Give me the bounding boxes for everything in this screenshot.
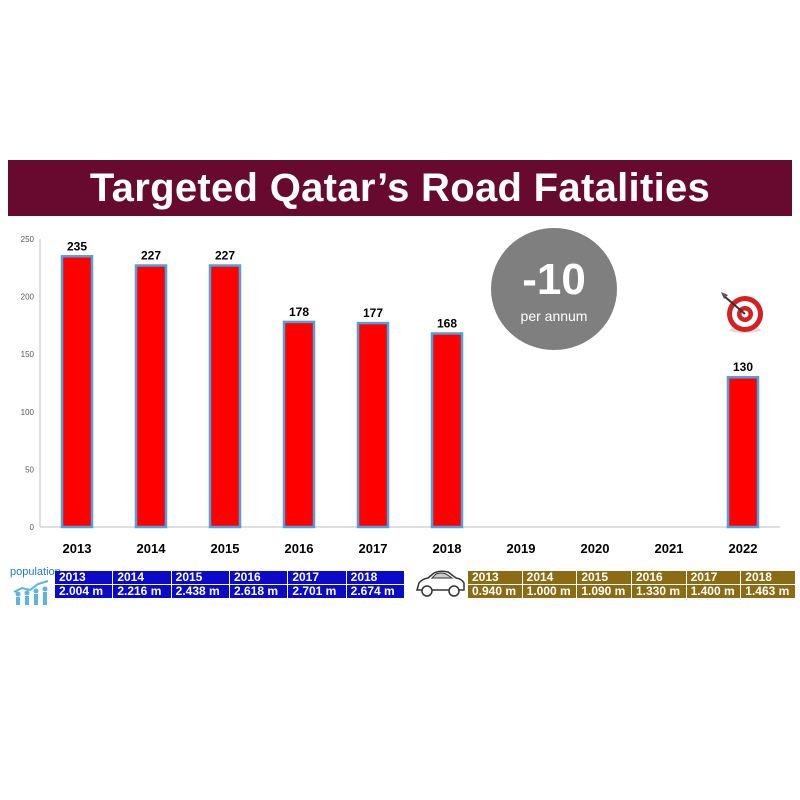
population-value: 2.216 m <box>113 585 172 598</box>
vehicles-year: 2015 <box>577 571 632 585</box>
vehicles-value: 1.463 m <box>741 585 796 598</box>
population-value: 2.004 m <box>55 585 114 598</box>
title-banner: Targeted Qatar’s Road Fatalities <box>8 160 792 216</box>
y-tick-label: 100 <box>21 408 35 417</box>
bar-2014 <box>134 264 168 529</box>
data-label-2022: 130 <box>733 360 753 374</box>
x-tick-label: 2016 <box>285 541 314 556</box>
population-growth-icon <box>13 580 49 605</box>
population-year: 2017 <box>288 571 347 585</box>
data-label-2014: 227 <box>141 248 161 262</box>
vehicles-value: 1.400 m <box>687 585 742 598</box>
page-title: Targeted Qatar’s Road Fatalities <box>89 165 711 210</box>
bar-2018 <box>430 332 464 529</box>
y-tick-label: 150 <box>21 350 35 359</box>
reduction-badge: -10 per annum <box>491 228 617 350</box>
population-year: 2018 <box>346 571 405 585</box>
vehicles-value: 0.940 m <box>468 585 523 598</box>
population-year: 2014 <box>113 571 172 585</box>
population-table: 2013 2014 2015 2016 2017 2018 2.004 m 2.… <box>55 571 405 598</box>
x-tick-label: 2019 <box>507 541 536 556</box>
population-year: 2015 <box>171 571 230 585</box>
vehicles-year: 2016 <box>631 571 687 585</box>
x-tick-label: 2013 <box>63 541 92 556</box>
reduction-caption: per annum <box>520 308 588 324</box>
data-label-2016: 178 <box>289 305 309 319</box>
vehicles-value: 1.000 m <box>523 585 578 598</box>
population-value: 2.438 m <box>172 585 230 598</box>
vehicles-value: 1.330 m <box>632 585 687 598</box>
vehicles-table: 2013 2014 2015 2016 2017 2018 0.940 m 1.… <box>468 571 796 598</box>
bar-2016 <box>282 320 316 529</box>
y-tick-label: 200 <box>21 293 35 302</box>
vehicles-year: 2013 <box>468 571 523 585</box>
data-label-2017: 177 <box>363 306 383 320</box>
x-tick-label: 2014 <box>137 541 167 556</box>
bar-2013 <box>60 255 94 529</box>
data-label-2018: 168 <box>437 316 457 330</box>
fatalities-bar-chart: 0 50 100 150 200 250 2013 235 2014 227 2015 227 2016… <box>21 235 780 556</box>
vehicles-year: 2017 <box>686 571 742 585</box>
data-label-2013: 235 <box>67 239 87 253</box>
car-icon <box>416 570 465 597</box>
dartboard-target-icon <box>721 292 763 333</box>
population-year: 2013 <box>55 571 114 585</box>
population-value: 2.618 m <box>230 585 289 598</box>
x-tick-label: 2017 <box>359 541 388 556</box>
data-label-2015: 227 <box>215 248 235 262</box>
y-tick-label: 0 <box>30 523 35 532</box>
bar-2015 <box>208 264 242 529</box>
y-tick-label: 50 <box>25 465 34 474</box>
population-value: 2.674 m <box>347 585 405 598</box>
vehicles-year: 2018 <box>741 571 796 585</box>
population-label: population <box>10 566 61 578</box>
x-tick-label: 2021 <box>655 541 684 556</box>
vehicles-year: 2014 <box>522 571 578 585</box>
bar-2022 <box>726 375 760 529</box>
vehicles-years-row: 2013 2014 2015 2016 2017 2018 <box>468 571 796 585</box>
population-value: 2.701 m <box>288 585 347 598</box>
vehicles-values-row: 0.940 m 1.000 m 1.090 m 1.330 m 1.400 m … <box>468 585 796 598</box>
x-tick-label: 2018 <box>433 541 462 556</box>
x-tick-label: 2022 <box>729 541 758 556</box>
bar-2017 <box>356 321 390 529</box>
y-tick-label: 250 <box>21 235 35 244</box>
population-year: 2016 <box>229 571 289 585</box>
x-tick-label: 2020 <box>581 541 610 556</box>
population-years-row: 2013 2014 2015 2016 2017 2018 <box>55 571 405 585</box>
vehicles-value: 1.090 m <box>577 585 632 598</box>
reduction-value: -10 <box>522 255 586 304</box>
x-tick-label: 2015 <box>211 541 240 556</box>
population-values-row: 2.004 m 2.216 m 2.438 m 2.618 m 2.701 m … <box>55 585 405 598</box>
